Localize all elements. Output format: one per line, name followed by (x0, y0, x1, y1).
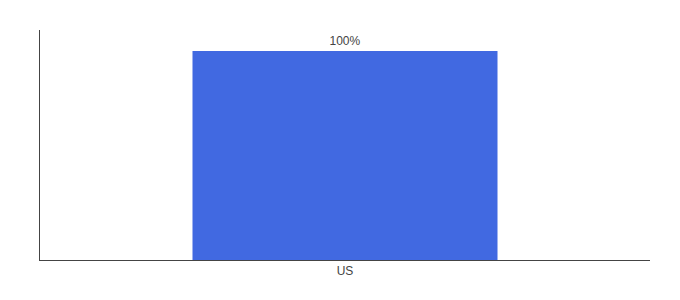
svg-text:US: US (337, 264, 354, 278)
svg-text:100%: 100% (329, 34, 360, 48)
